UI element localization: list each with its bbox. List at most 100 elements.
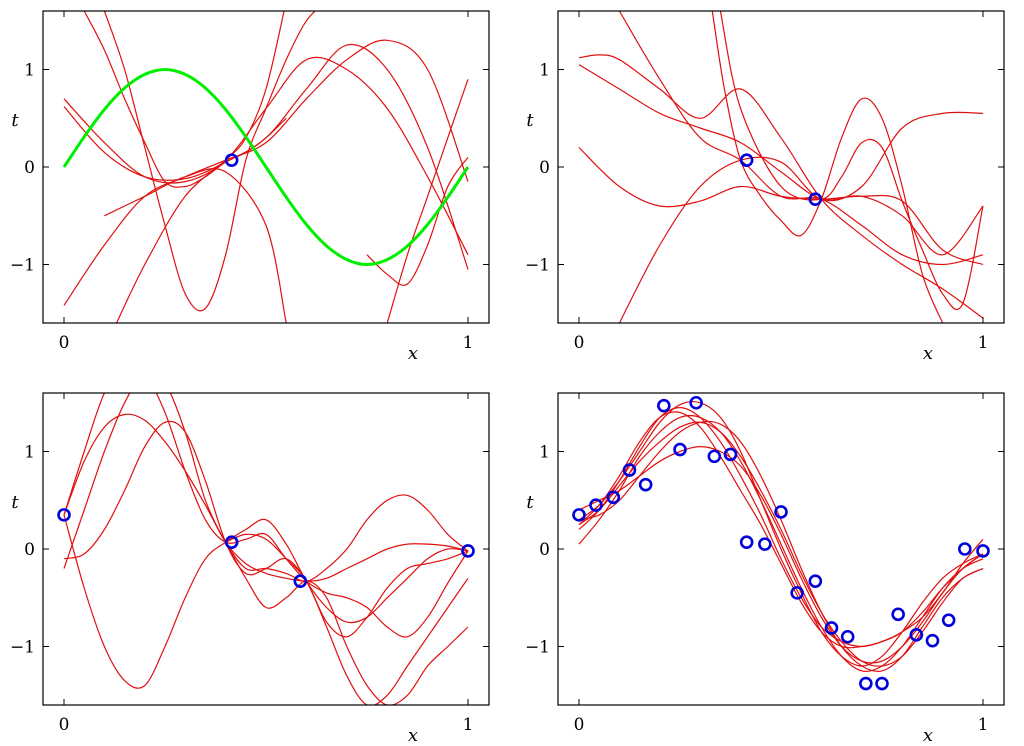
fit-curve-3 [578,147,984,266]
data-point-3 [606,490,621,505]
data-point-7 [673,442,687,457]
data-point-13 [774,505,788,519]
fit-curve-1 [63,43,469,270]
y-tick-label: −1 [10,638,35,658]
data-point-1 [739,153,754,167]
x-tick-label: 0 [574,333,585,353]
fit-curve-6 [63,56,469,256]
data-point-17 [840,629,855,644]
data-point-2 [589,498,603,512]
data-point-1 [57,508,71,522]
data-point-15 [808,574,823,588]
fit-curve-6 [578,445,984,664]
chart-panel-1: 1 0 −1 0 1 x t [10,10,490,364]
x-axis-label: x [923,343,933,364]
data-point-11 [739,535,754,549]
data-point-1 [224,153,239,167]
y-tick-label: 0 [539,158,550,178]
fit-curve-7 [578,411,984,649]
data-point-21 [909,627,924,642]
data-point-10 [723,447,738,462]
x-tick-label: 1 [978,715,989,735]
fit-curve-8 [386,79,469,323]
x-tick-label: 1 [463,333,474,353]
x-axis-label: x [408,725,418,746]
data-point-20 [891,607,905,622]
fit-curve-6 [719,11,984,310]
fit-curve-5 [63,393,469,582]
data-point-5 [638,477,653,492]
plot-area [62,11,470,323]
data-point-18 [859,676,873,691]
data-point-2 [224,535,239,549]
fit-curve-7 [711,11,944,323]
fit-curve-3 [63,420,469,638]
fit-curve-2 [578,414,984,672]
true-function-curve [62,67,470,267]
y-tick-label: 0 [24,540,35,560]
plot-area [578,11,984,323]
data-point-2 [808,192,823,206]
data-point-14 [790,586,804,600]
fit-curve-4 [103,11,316,312]
plot-area [63,393,469,705]
fit-curve-5 [578,406,984,648]
y-tick-label: 1 [539,61,550,81]
data-point-9 [707,449,722,464]
data-point-12 [758,537,772,551]
data-point-6 [657,398,671,413]
data-point-24 [958,542,972,556]
fit-curve-9 [366,156,469,286]
fit-curve-2 [63,514,469,689]
x-tick-label: 0 [59,333,70,353]
fit-curve-7 [225,533,469,705]
data-point-4 [622,463,637,477]
axes-frame [557,10,1005,324]
data-point-16 [824,621,839,635]
y-tick-label: −1 [10,256,35,276]
y-tick-label: 1 [24,61,35,81]
fit-curve-5 [618,11,984,266]
y-tick-label: 0 [539,540,550,560]
y-tick-label: 0 [24,158,35,178]
fit-curve-1 [578,64,984,256]
fit-curve-4 [63,393,469,638]
fit-curve-1 [63,413,469,582]
data-point-3 [293,574,308,588]
y-tick-label: 1 [24,443,35,463]
y-axis-label: t [11,110,19,131]
data-point-8 [689,395,703,410]
y-axis-label: t [526,110,534,131]
fit-curve-3 [83,11,287,188]
x-tick-label: 0 [59,715,70,735]
data-point-1 [572,508,586,522]
fit-curve-7 [104,168,287,323]
data-point-4 [461,544,475,558]
fit-curve-4 [578,420,984,672]
fit-curve-2 [578,54,984,319]
x-axis-label: x [923,725,933,746]
chart-panel-2: 1 0 −1 0 1 x t [525,10,1005,364]
y-tick-label: −1 [525,638,550,658]
plot-area [578,400,984,672]
x-axis-label: x [408,343,418,364]
y-tick-label: −1 [525,256,550,276]
fit-curve-5 [115,11,285,323]
data-point-25 [976,544,990,558]
fit-curve-6 [225,541,469,705]
y-axis-label: t [11,492,19,513]
x-tick-label: 1 [978,333,989,353]
fit-curve-2 [63,39,469,306]
fit-curve-1 [578,400,984,667]
data-point-19 [875,676,889,691]
fit-curve-4 [618,111,984,323]
y-tick-label: 1 [539,443,550,463]
chart-panel-4: 1 0 −1 0 1 x t [525,392,1005,746]
y-axis-label: t [526,492,534,513]
x-tick-label: 1 [463,715,474,735]
data-point-23 [941,613,956,627]
data-point-22 [925,633,940,648]
chart-panel-3: 1 0 −1 0 1 x t [10,392,490,746]
x-tick-label: 0 [574,715,585,735]
